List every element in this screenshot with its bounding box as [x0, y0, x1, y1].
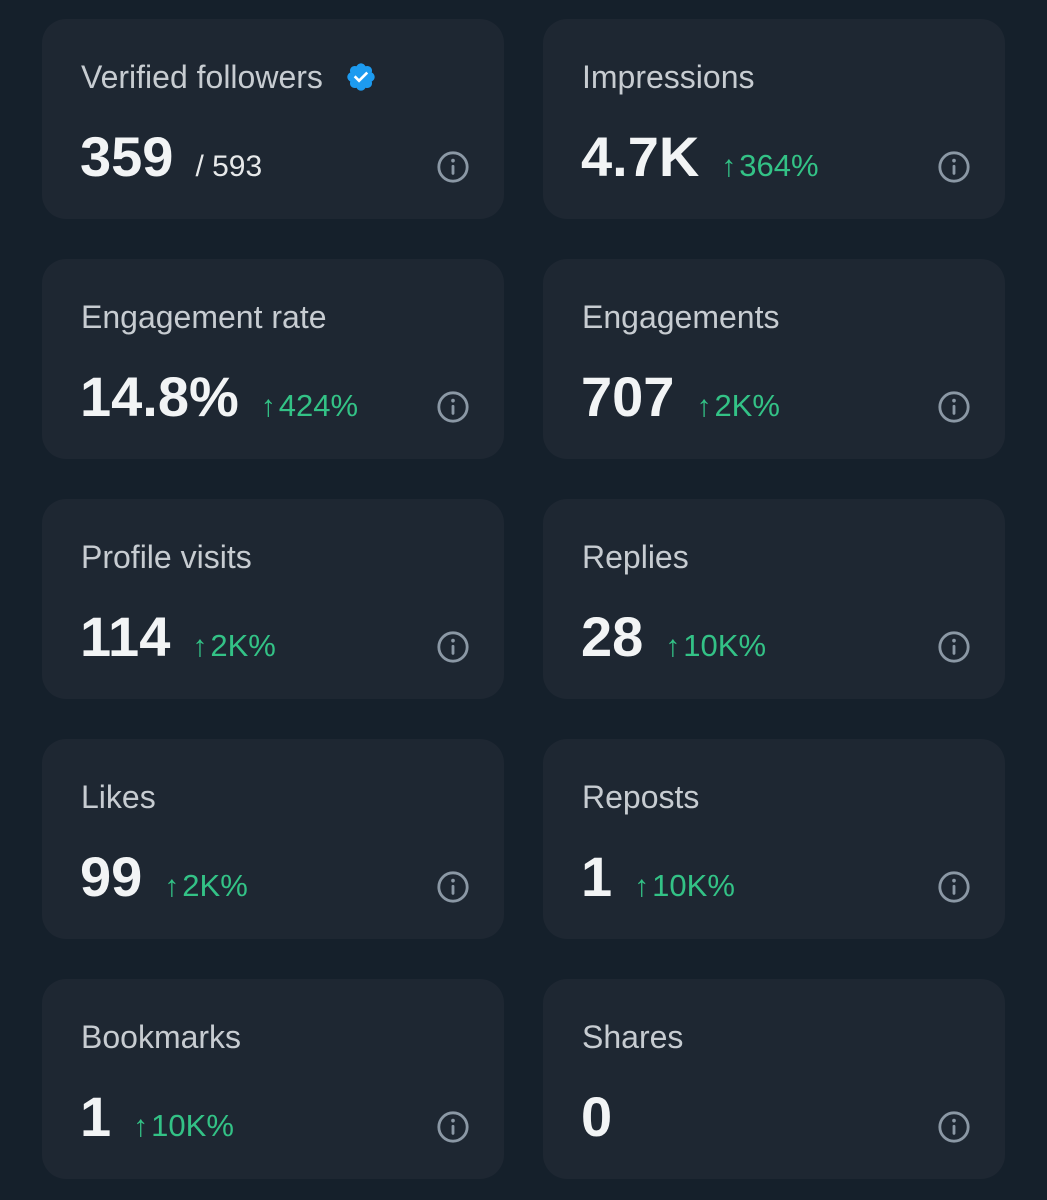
metric-card-likes[interactable]: Likes 99 ↑ 2K% [42, 739, 504, 939]
metric-label: Bookmarks [81, 1019, 242, 1055]
arrow-up-icon: ↑ [665, 630, 681, 663]
metric-change: ↑ 424% [261, 388, 358, 424]
arrow-up-icon: ↑ [696, 390, 712, 423]
metric-card-profile-visits[interactable]: Profile visits 114 ↑ 2K% [42, 499, 504, 699]
metric-total: / 593 [195, 150, 263, 183]
metric-value-row: 99 ↑ 2K% [80, 847, 248, 907]
info-circle-icon[interactable] [436, 150, 470, 184]
metric-value-row: 4.7K ↑ 364% [581, 127, 819, 187]
info-circle-icon[interactable] [937, 390, 971, 424]
metric-value-row: 1 ↑ 10K% [581, 847, 735, 907]
metric-label: Replies [582, 539, 689, 575]
metric-card-impressions[interactable]: Impressions 4.7K ↑ 364% [543, 19, 1005, 219]
metric-label: Likes [81, 779, 156, 815]
info-circle-icon[interactable] [436, 870, 470, 904]
metric-label: Impressions [582, 59, 755, 95]
info-circle-icon[interactable] [937, 150, 971, 184]
metric-label: Engagement rate [81, 299, 327, 335]
metric-value: 99 [80, 845, 143, 908]
info-circle-icon[interactable] [436, 390, 470, 424]
metric-value-row: 0 [581, 1087, 612, 1147]
arrow-up-icon: ↑ [260, 390, 276, 423]
metric-change-value: 2K% [714, 388, 780, 423]
metric-change-value: 364% [739, 148, 819, 183]
metric-card-engagements[interactable]: Engagements 707 ↑ 2K% [543, 259, 1005, 459]
metric-card-bookmarks[interactable]: Bookmarks 1 ↑ 10K% [42, 979, 504, 1179]
metric-label: Profile visits [81, 539, 252, 575]
metric-value: 359 [80, 125, 174, 188]
metric-value: 4.7K [581, 125, 700, 188]
metric-value-row: 359 / 593 [80, 127, 262, 187]
metric-label-wrapper: Verified followers [81, 59, 377, 95]
verified-badge-icon [347, 63, 375, 91]
arrow-up-icon: ↑ [164, 870, 180, 903]
metric-change: ↑ 10K% [634, 868, 735, 904]
arrow-up-icon: ↑ [192, 630, 208, 663]
metric-label: Shares [582, 1019, 684, 1055]
metric-card-shares[interactable]: Shares 0 [543, 979, 1005, 1179]
metric-card-engagement-rate[interactable]: Engagement rate 14.8% ↑ 424% [42, 259, 504, 459]
info-circle-icon[interactable] [937, 630, 971, 664]
metric-card-reposts[interactable]: Reposts 1 ↑ 10K% [543, 739, 1005, 939]
metric-value-row: 707 ↑ 2K% [581, 367, 780, 427]
metrics-grid: Verified followers 359 / 593 Impressions… [42, 19, 1005, 1179]
metric-card-verified-followers[interactable]: Verified followers 359 / 593 [42, 19, 504, 219]
info-circle-icon[interactable] [436, 630, 470, 664]
metric-label: Verified followers [81, 59, 323, 95]
info-circle-icon[interactable] [436, 1110, 470, 1144]
metric-value-row: 114 ↑ 2K% [80, 607, 276, 667]
metric-change-value: 10K% [652, 868, 735, 903]
metric-value-row: 1 ↑ 10K% [80, 1087, 234, 1147]
metric-change-value: 10K% [683, 628, 767, 663]
metric-change: ↑ 2K% [696, 388, 779, 424]
metric-value: 14.8% [80, 365, 239, 428]
metric-value: 28 [581, 605, 644, 668]
metric-card-replies[interactable]: Replies 28 ↑ 10K% [543, 499, 1005, 699]
metric-value: 1 [581, 845, 613, 908]
metric-value: 114 [80, 605, 171, 668]
info-circle-icon[interactable] [937, 870, 971, 904]
metric-change-value: 10K% [151, 1108, 234, 1143]
metric-label: Engagements [582, 299, 780, 335]
metric-value: 1 [80, 1085, 112, 1148]
metric-change-value: 424% [278, 388, 359, 423]
metric-value: 707 [581, 365, 675, 428]
metric-change: ↑ 2K% [192, 628, 275, 664]
info-circle-icon[interactable] [937, 1110, 971, 1144]
metric-value-row: 14.8% ↑ 424% [80, 367, 358, 427]
metric-change-value: 2K% [182, 868, 248, 903]
metric-label: Reposts [582, 779, 700, 815]
arrow-up-icon: ↑ [133, 1110, 149, 1143]
arrow-up-icon: ↑ [721, 150, 737, 183]
metric-value-row: 28 ↑ 10K% [581, 607, 766, 667]
metric-change: ↑ 10K% [133, 1108, 234, 1144]
metric-change: ↑ 2K% [164, 868, 247, 904]
metric-change: ↑ 10K% [665, 628, 766, 664]
metric-value: 0 [581, 1085, 613, 1148]
metric-change: ↑ 364% [721, 148, 818, 184]
arrow-up-icon: ↑ [634, 870, 650, 903]
metric-change-value: 2K% [210, 628, 276, 663]
